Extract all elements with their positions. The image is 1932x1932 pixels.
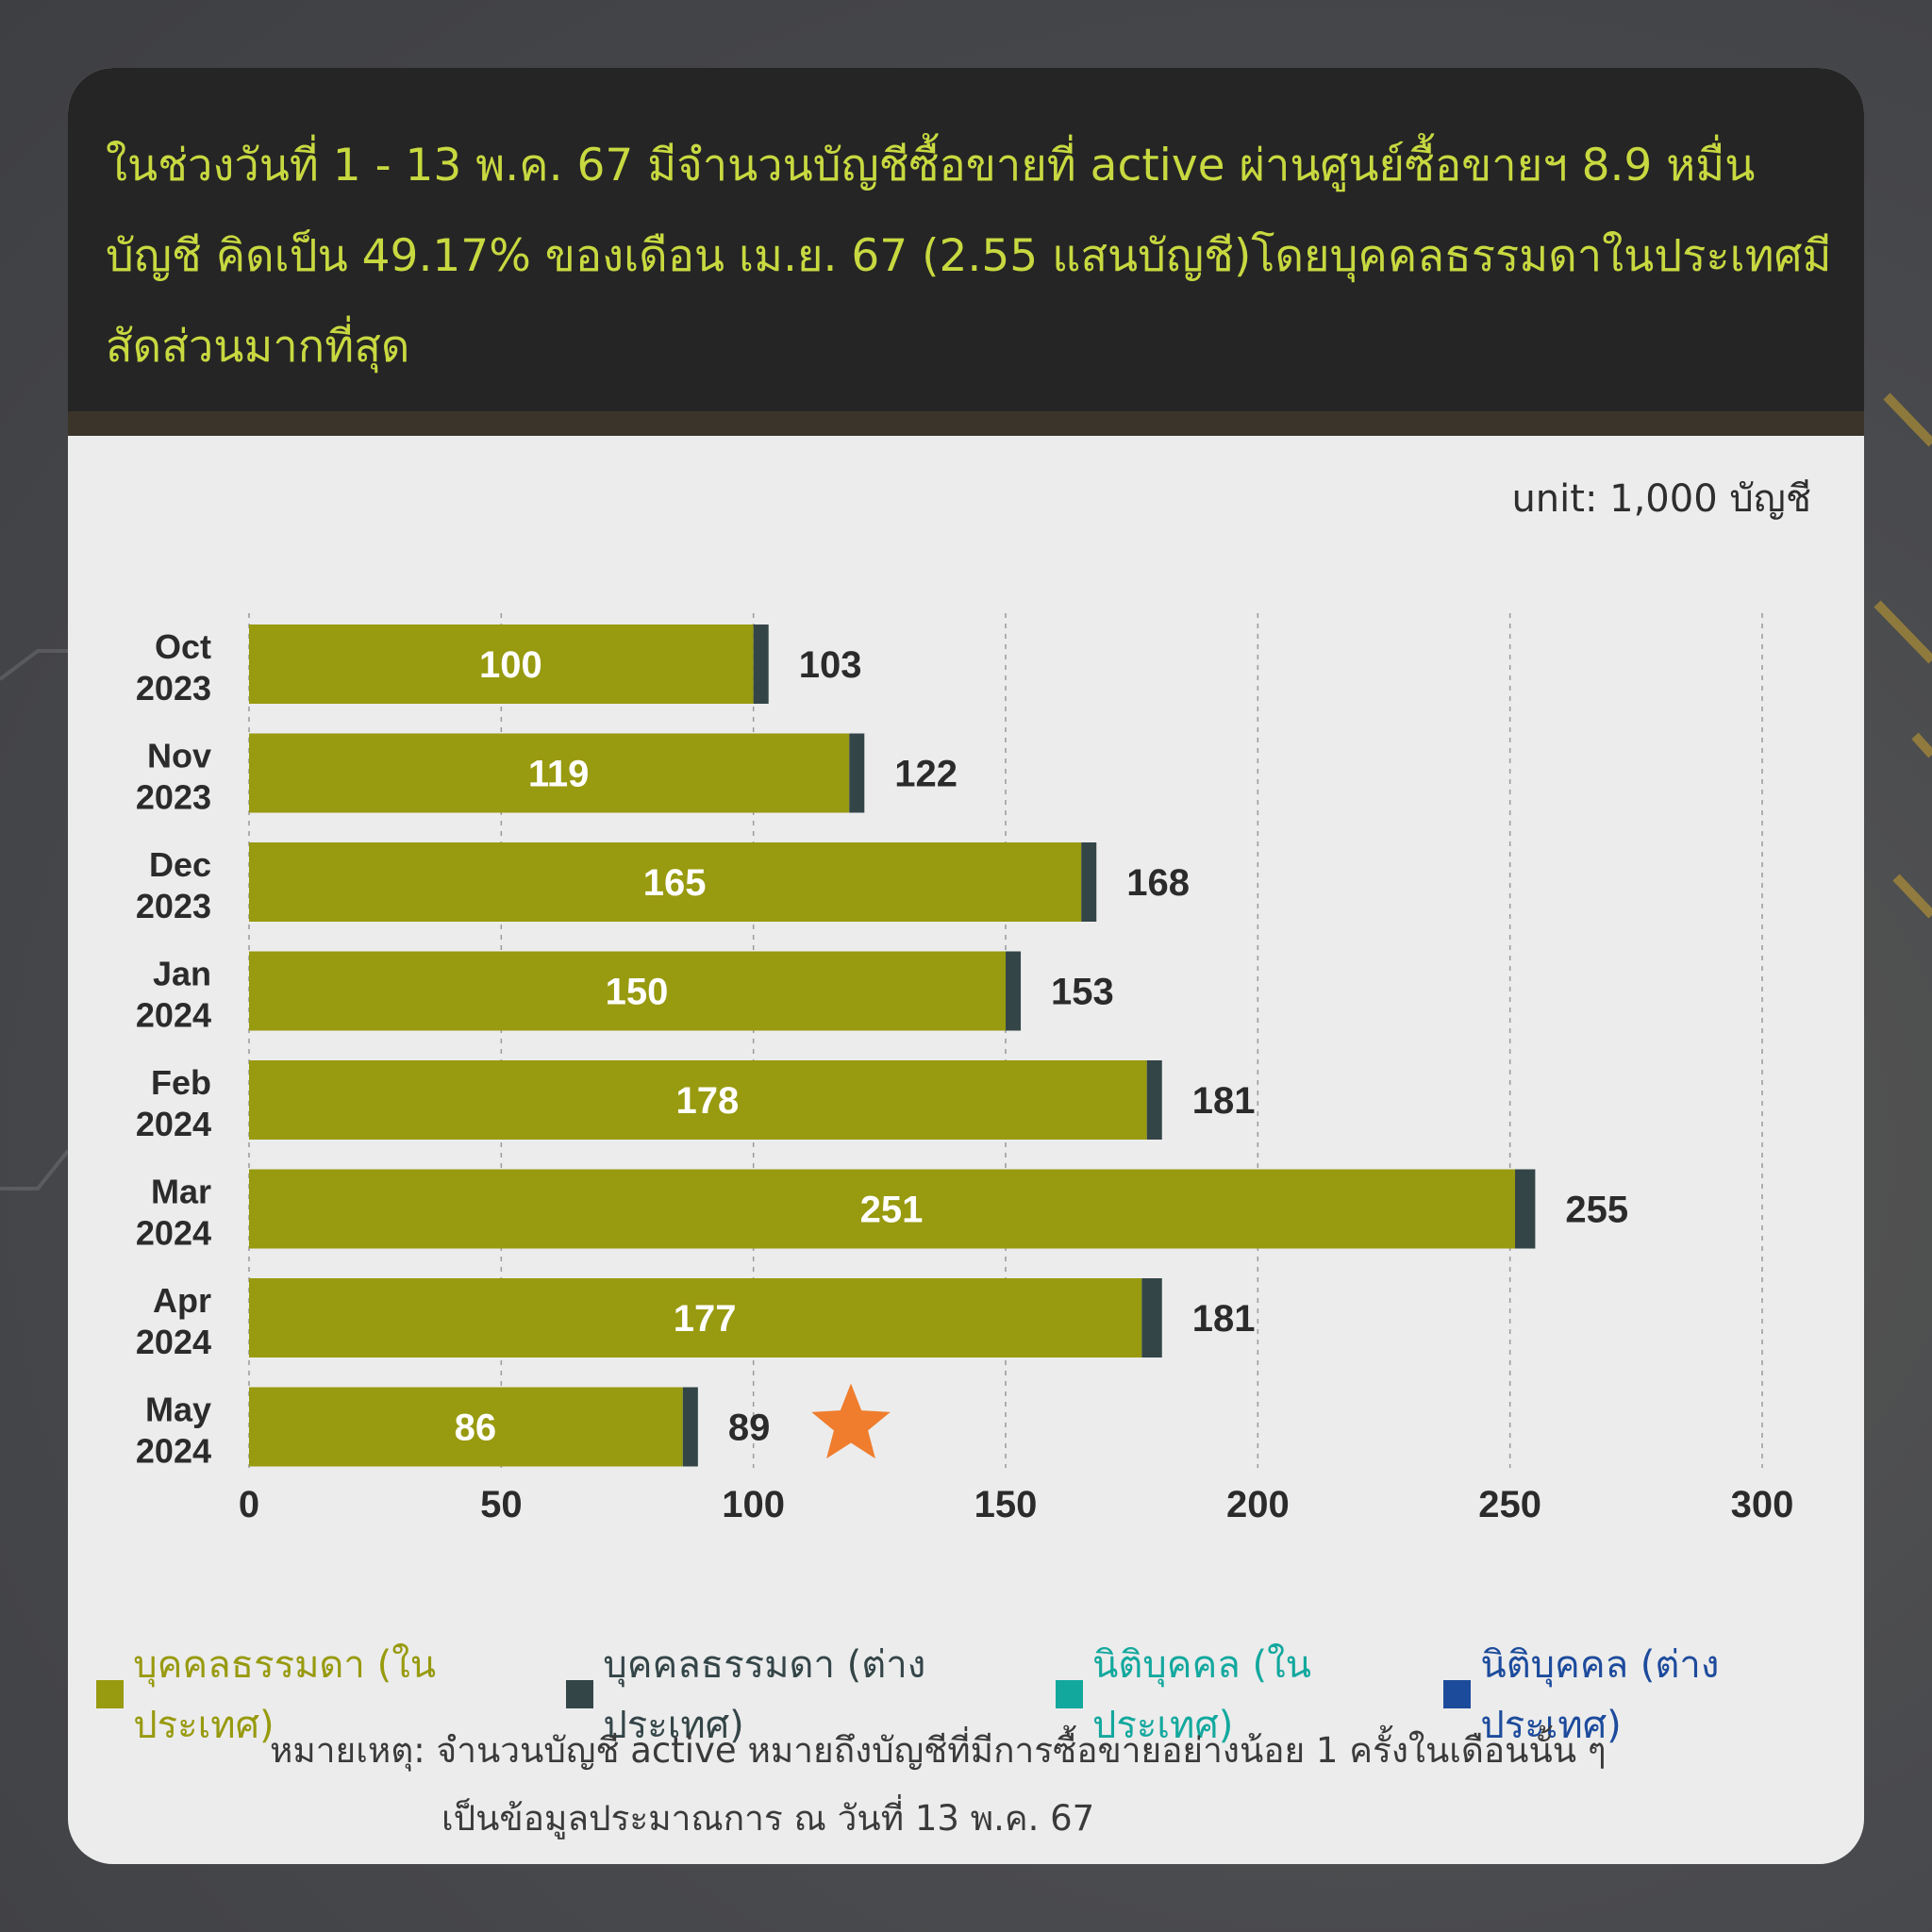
x-tick-label: 150 — [974, 1484, 1038, 1525]
bar-segment-series-0 — [249, 1169, 1516, 1249]
bar-total-label: 103 — [799, 644, 862, 686]
y-category-year: 2023 — [136, 887, 211, 925]
bar-segment-series-1 — [1515, 1169, 1536, 1249]
bar-value-label: 177 — [674, 1298, 737, 1340]
y-category-month: Jan — [153, 955, 211, 993]
legend-swatch — [96, 1680, 125, 1708]
footnote-line-2: เป็นข้อมูลประมาณการ ณ วันที่ 13 พ.ค. 67 — [441, 1798, 1095, 1839]
bar-segment-series-0 — [249, 951, 1006, 1031]
x-tick-label: 200 — [1226, 1484, 1290, 1525]
bar-value-label: 165 — [643, 862, 707, 904]
bar-total-label: 89 — [728, 1407, 771, 1449]
bar-segment-series-1 — [1141, 1278, 1162, 1357]
legend-swatch — [1055, 1680, 1084, 1708]
bar-segment-series-1 — [753, 625, 769, 704]
legend-item-foreign-juristic: นิติบุคคล (ต่างประเทศ) — [1443, 1634, 1851, 1755]
chart-legend: บุคคลธรรมดา (ในประเทศ) บุคคลธรรมดา (ต่าง… — [96, 1634, 1851, 1755]
bar-segment-series-0 — [249, 733, 850, 813]
bar-value-label: 251 — [860, 1190, 924, 1231]
legend-label: บุคคลธรรมดา (ในประเทศ) — [133, 1643, 437, 1747]
bar-segment-series-1 — [1006, 951, 1022, 1031]
legend-label: บุคคลธรรมดา (ต่างประเทศ) — [603, 1643, 926, 1747]
bar-total-label: 153 — [1051, 972, 1114, 1013]
bar-value-label: 178 — [675, 1080, 739, 1122]
bar-segment-series-0 — [249, 625, 754, 704]
bar-segment-series-0 — [249, 1387, 683, 1467]
y-category-month: Mar — [151, 1173, 211, 1211]
bar-total-label: 255 — [1565, 1190, 1628, 1231]
headline-text: ในช่วงวันที่ 1 - 13 พ.ค. 67 มีจำนวนบัญชี… — [106, 140, 1832, 373]
y-category-year: 2023 — [136, 669, 211, 708]
bar-segment-series-0 — [249, 1060, 1147, 1140]
bar-segment-series-1 — [1146, 1060, 1162, 1140]
y-category-year: 2024 — [136, 1432, 211, 1471]
legend-label: นิติบุคคล (ในประเทศ) — [1092, 1643, 1311, 1747]
bar-value-label: 119 — [528, 754, 590, 795]
y-category-month: Feb — [151, 1063, 211, 1102]
header-divider — [68, 411, 1864, 436]
bar-segment-series-1 — [1081, 842, 1097, 922]
bar-segment-series-1 — [849, 733, 865, 813]
y-category-month: Oct — [155, 627, 211, 666]
legend-swatch — [566, 1680, 594, 1708]
x-tick-label: 300 — [1731, 1484, 1794, 1525]
headline-banner: ในช่วงวันที่ 1 - 13 พ.ค. 67 มีจำนวนบัญชี… — [68, 68, 1864, 411]
legend-swatch — [1443, 1680, 1472, 1708]
bar-total-label: 181 — [1192, 1298, 1256, 1340]
legend-item-domestic-juristic: นิติบุคคล (ในประเทศ) — [1055, 1634, 1443, 1755]
unit-label: unit: 1,000 บัญชี — [1511, 477, 1811, 521]
y-category-month: Nov — [147, 737, 211, 775]
x-tick-label: 100 — [722, 1484, 785, 1525]
star-icon — [811, 1383, 891, 1459]
bar-value-label: 86 — [455, 1407, 497, 1449]
y-category-year: 2023 — [136, 778, 211, 817]
y-category-year: 2024 — [136, 1214, 211, 1253]
bar-value-label: 100 — [479, 644, 542, 686]
bar-segment-series-1 — [682, 1387, 698, 1467]
legend-item-domestic-individual: บุคคลธรรมดา (ในประเทศ) — [96, 1634, 566, 1755]
x-tick-label: 0 — [239, 1484, 259, 1525]
x-tick-label: 250 — [1478, 1484, 1541, 1525]
footnote-line-1: หมายเหตุ: จำนวนบัญชี active หมายถึงบัญชี… — [270, 1730, 1607, 1771]
bar-total-label: 122 — [894, 754, 958, 795]
chart-card: ในช่วงวันที่ 1 - 13 พ.ค. 67 มีจำนวนบัญชี… — [68, 68, 1864, 1864]
x-tick-label: 50 — [480, 1484, 523, 1525]
y-category-month: Apr — [153, 1281, 211, 1320]
bar-segment-series-0 — [249, 1278, 1142, 1357]
bar-total-label: 181 — [1192, 1080, 1256, 1122]
y-category-year: 2024 — [136, 996, 211, 1035]
bar-segment-series-0 — [249, 842, 1082, 922]
y-category-month: May — [145, 1391, 211, 1429]
y-category-month: Dec — [149, 845, 211, 884]
legend-label: นิติบุคคล (ต่างประเทศ) — [1480, 1643, 1720, 1747]
bar-total-label: 168 — [1126, 862, 1190, 904]
footnote: หมายเหตุ: จำนวนบัญชี active หมายถึงบัญชี… — [270, 1717, 1607, 1853]
bar-value-label: 150 — [606, 972, 669, 1013]
y-category-year: 2024 — [136, 1323, 211, 1361]
y-category-year: 2024 — [136, 1105, 211, 1143]
legend-item-foreign-individual: บุคคลธรรมดา (ต่างประเทศ) — [566, 1634, 1056, 1755]
